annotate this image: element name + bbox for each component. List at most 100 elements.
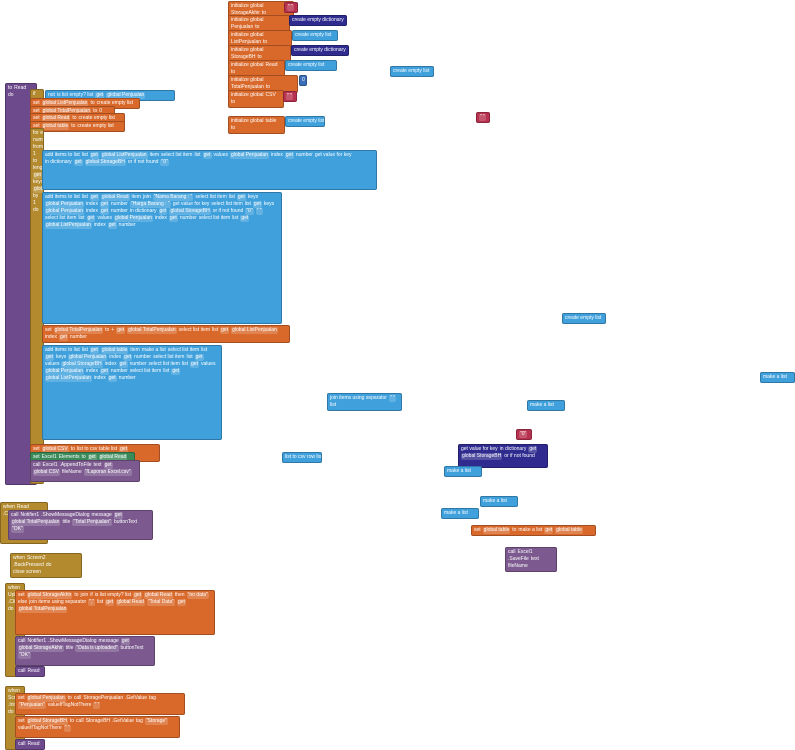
code-block[interactable]: 0 xyxy=(299,75,307,86)
block-label: get value for key xyxy=(172,201,210,207)
block-label: global Read xyxy=(100,194,130,201)
code-block[interactable]: set global table to make a list get global ta… xyxy=(471,525,596,536)
block-label: .GetValue xyxy=(125,695,147,701)
block-label: initialize global xyxy=(231,62,264,68)
code-block[interactable]: " " xyxy=(284,2,298,13)
block-label: .AppendToFile xyxy=(59,462,92,468)
block-label: global table xyxy=(41,123,70,130)
block-label: valueIfTagNotThere xyxy=(47,702,92,708)
block-label: list to csv table list xyxy=(76,446,118,452)
block-label: global Penjualan xyxy=(113,215,153,222)
code-block[interactable]: get value for key in dictionary get global … xyxy=(458,444,548,468)
code-block[interactable]: create empty list xyxy=(390,66,434,77)
block-label: global ListPenjualan xyxy=(45,222,92,229)
block-label: to xyxy=(105,327,110,333)
block-label: StorageAkhir xyxy=(231,10,260,16)
block-label: when xyxy=(8,688,20,694)
block-label: in dictionary xyxy=(129,208,157,214)
block-label: or if not found xyxy=(504,453,535,459)
block-label: to xyxy=(81,454,86,460)
block-label: global table xyxy=(482,527,511,534)
block-label: Read xyxy=(27,741,40,747)
block-label: index xyxy=(85,208,98,214)
code-block[interactable]: create empty list xyxy=(285,116,325,127)
block-label: "OK" xyxy=(11,526,24,533)
code-block[interactable]: "0" xyxy=(516,429,532,440)
block-label: global table xyxy=(100,347,129,354)
block-label: get xyxy=(118,361,128,368)
block-label: call xyxy=(73,695,82,701)
block-label: create empty dictionary xyxy=(292,17,344,23)
code-block[interactable]: make a list xyxy=(760,372,795,383)
block-label: select list item xyxy=(45,215,77,221)
block-label: get xyxy=(202,152,212,159)
block-label: " " xyxy=(286,93,293,100)
code-block[interactable]: set global StorageBH to call StorageBH .GetVa… xyxy=(15,716,180,738)
code-block[interactable]: call Read xyxy=(15,739,45,750)
block-label: to xyxy=(231,125,236,131)
code-block[interactable]: " " xyxy=(283,91,297,102)
code-block[interactable]: create empty list xyxy=(285,60,337,71)
code-block[interactable]: make a list xyxy=(480,496,518,507)
block-label: " " xyxy=(287,4,294,11)
code-block[interactable]: set Excel1 Elements to get global Read xyxy=(30,452,135,463)
block-label: "0" xyxy=(519,431,528,438)
code-block[interactable]: make a list xyxy=(444,466,482,477)
block-label: get xyxy=(99,368,109,375)
code-block[interactable]: add items to list list get global ListPenju… xyxy=(42,150,377,190)
block-label: get xyxy=(99,208,109,215)
block-label: get xyxy=(87,454,97,461)
code-block[interactable]: call Notifier1 .ShowMessageDialog message ge… xyxy=(15,636,155,666)
code-block[interactable]: create empty dictionary xyxy=(291,45,349,56)
code-block[interactable]: set global TotalPenjualan to + get global Tot… xyxy=(42,325,290,343)
code-block[interactable]: call Read xyxy=(15,666,45,677)
block-label: call xyxy=(18,668,26,674)
block-label: ListPenjualan xyxy=(231,39,262,45)
block-label: list xyxy=(330,402,337,408)
block-label: global Read xyxy=(144,592,173,599)
code-block[interactable]: set global StorageAkhir to join if is list em… xyxy=(15,590,215,635)
code-block[interactable]: " " xyxy=(476,112,490,123)
block-label: list xyxy=(181,361,189,367)
block-label: global TotalPenjualan xyxy=(127,327,177,334)
block-label: add items to list xyxy=(45,152,80,158)
block-label: item xyxy=(131,194,141,200)
block-label: set xyxy=(18,695,25,701)
block-label: from xyxy=(33,144,43,150)
code-block[interactable]: make a list xyxy=(441,508,479,519)
code-block[interactable]: make a list xyxy=(527,400,565,411)
block-label: to xyxy=(512,527,517,533)
block-label: is list empty? list xyxy=(56,92,94,98)
code-block[interactable]: create empty list xyxy=(562,313,606,324)
code-block[interactable]: when Screen2.BackPressed doclose screen xyxy=(10,553,82,578)
block-label: get xyxy=(168,215,178,222)
code-block[interactable]: call Notifier1 .ShowMessageDialog message ge… xyxy=(8,510,153,540)
code-block[interactable]: set global Penjualan to call StoragePenjuala… xyxy=(15,693,185,715)
block-label: get xyxy=(240,215,250,222)
block-label: Notifier1 xyxy=(20,512,40,518)
code-block[interactable]: add items to list list get global table item… xyxy=(42,345,222,440)
block-label: get xyxy=(99,201,109,208)
code-block[interactable]: create empty list xyxy=(292,30,338,41)
block-label: Read xyxy=(14,85,27,91)
code-block[interactable]: initialize global table to xyxy=(228,116,285,134)
code-block[interactable]: create empty dictionary xyxy=(289,15,347,26)
block-label: global table xyxy=(555,527,583,534)
block-label: make a list xyxy=(483,498,507,504)
code-block[interactable]: call Excel1 .AppendToFile text get global CSV… xyxy=(30,460,140,482)
block-label: keys xyxy=(263,201,275,207)
code-block[interactable]: list to csv row list xyxy=(282,452,322,463)
code-block[interactable]: set global table to create empty list xyxy=(30,121,125,132)
block-label: create empty list xyxy=(393,68,430,74)
block-label: message xyxy=(98,638,119,644)
code-block[interactable]: add items to list list get global Read item j… xyxy=(42,192,282,324)
block-label: number xyxy=(33,137,43,143)
block-label: " " xyxy=(255,208,263,215)
block-label: 1 xyxy=(33,151,36,157)
code-block[interactable]: call Excel1.SaveFile textfileName xyxy=(505,547,557,572)
code-block[interactable]: join items using separator " " list xyxy=(327,393,402,411)
block-label: message xyxy=(91,512,112,518)
code-block[interactable]: initialize global CSV to xyxy=(228,90,284,108)
block-label: global StorageAkhir xyxy=(18,645,64,652)
